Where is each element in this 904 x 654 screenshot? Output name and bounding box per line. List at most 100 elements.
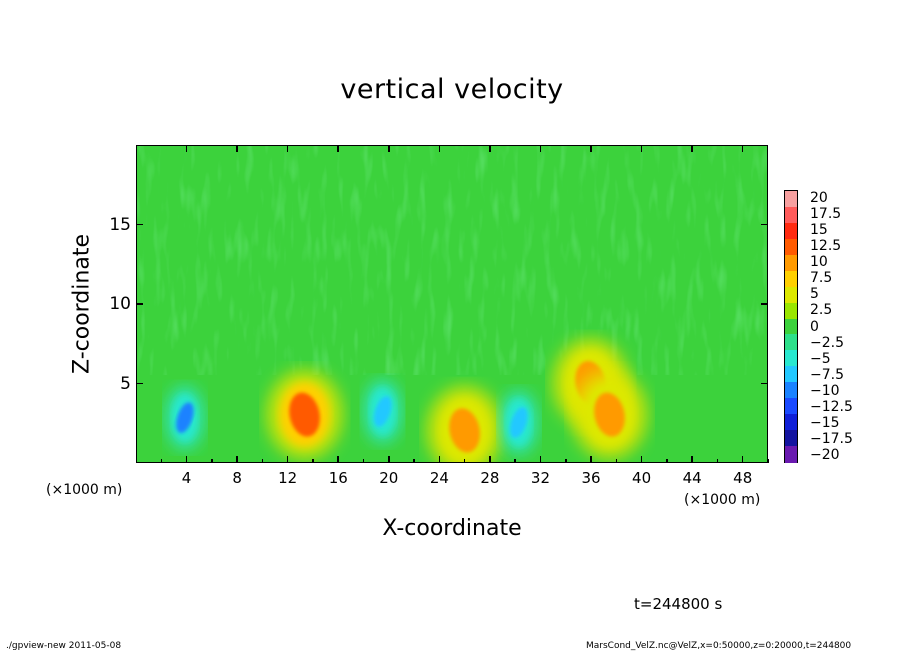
colorbar-label: −15 xyxy=(810,414,840,431)
colorbar-segment xyxy=(785,382,797,400)
footer-right: MarsCond_VelZ.nc@VelZ,x=0:50000,z=0:2000… xyxy=(586,641,852,651)
x-minor-tick xyxy=(312,459,314,463)
y-tick-mark xyxy=(136,382,143,385)
x-unit-label-right: (×1000 m) xyxy=(684,492,761,508)
x-minor-tick xyxy=(666,459,668,463)
x-tick-mark xyxy=(337,456,339,463)
x-tick-mark-top xyxy=(438,145,441,152)
x-tick-mark xyxy=(286,456,289,463)
colorbar-segment xyxy=(785,302,797,320)
colorbar-segment xyxy=(785,238,797,256)
x-tick-label: 48 xyxy=(733,469,753,487)
colorbar-label: 10 xyxy=(810,254,828,271)
colorbar-label: 5 xyxy=(810,286,819,303)
colorbar-label: −7.5 xyxy=(810,366,844,383)
x-tick-mark-top xyxy=(185,145,188,152)
x-tick-mark xyxy=(438,456,441,463)
colorbar-label: 0 xyxy=(810,318,819,335)
colorbar-label: −5 xyxy=(810,350,831,367)
x-minor-tick xyxy=(160,459,163,463)
x-tick-label: 32 xyxy=(530,469,551,487)
colorbar-segment xyxy=(785,366,797,384)
x-tick-label: 20 xyxy=(379,469,399,487)
chart-title: vertical velocity xyxy=(340,74,564,105)
x-tick-mark xyxy=(185,456,188,463)
downdraft-core xyxy=(374,396,392,427)
colorbar-segment xyxy=(785,222,797,240)
x-tick-label: 4 xyxy=(181,469,192,487)
y-tick-mark-right xyxy=(761,223,768,226)
colorbar-segment xyxy=(785,254,797,272)
x-tick-label: 28 xyxy=(480,469,500,487)
x-tick-label: 24 xyxy=(429,469,449,487)
x-tick-mark xyxy=(590,456,592,463)
x-minor-tick xyxy=(362,459,365,463)
downdraft-core xyxy=(510,407,528,438)
colorbar-label: 20 xyxy=(810,190,828,207)
colorbar-label: −10 xyxy=(810,382,840,399)
x-tick-label: 12 xyxy=(278,469,298,487)
colorbar-segment xyxy=(785,430,797,447)
x-tick-mark-top xyxy=(640,145,643,152)
x-tick-mark xyxy=(489,456,491,463)
colorbar-label: −17.5 xyxy=(810,430,853,447)
colorbar-segment xyxy=(785,334,797,352)
x-minor-tick xyxy=(413,459,415,463)
x-tick-label: 36 xyxy=(581,469,601,487)
x-tick-mark xyxy=(388,456,390,463)
y-tick-label: 10 xyxy=(109,294,131,314)
colorbar-segment xyxy=(785,350,797,368)
y-tick-label: 5 xyxy=(120,373,131,394)
x-tick-label: 40 xyxy=(632,469,652,487)
plot-area xyxy=(136,145,768,463)
x-minor-tick xyxy=(463,459,466,463)
colorbar-segment xyxy=(785,446,797,463)
x-tick-mark-top xyxy=(741,145,744,152)
x-minor-tick xyxy=(514,459,516,463)
colorbar-label: 7.5 xyxy=(810,270,833,287)
updraft-core xyxy=(594,392,625,437)
time-label: t=244800 s xyxy=(634,595,723,613)
y-axis-label: Z-coordinate xyxy=(69,234,95,374)
colorbar-label: 12.5 xyxy=(810,238,842,255)
x-unit-label-left: (×1000 m) xyxy=(46,482,123,498)
downdraft-core xyxy=(176,402,194,434)
x-tick-mark xyxy=(741,456,744,463)
colorbar-label: −12.5 xyxy=(810,398,853,415)
updraft-core xyxy=(449,408,480,453)
velocity-field xyxy=(137,146,767,462)
x-tick-mark-top xyxy=(489,145,491,152)
x-tick-mark-top xyxy=(236,145,238,152)
colorbar-label: 2.5 xyxy=(810,302,833,319)
colorbar-segment xyxy=(785,318,797,336)
updraft-core xyxy=(289,392,320,437)
colorbar-segment xyxy=(785,398,797,415)
colorbar-segment xyxy=(785,206,797,224)
colorbar-label: 17.5 xyxy=(810,206,842,223)
x-tick-mark-top xyxy=(388,145,390,152)
y-tick-mark xyxy=(136,223,143,226)
x-tick-label: 8 xyxy=(232,469,242,487)
x-tick-mark xyxy=(691,456,693,463)
colorbar-label: −20 xyxy=(810,446,840,463)
x-tick-mark xyxy=(539,456,542,463)
colorbar-label: 15 xyxy=(810,222,828,239)
x-tick-mark-top xyxy=(539,145,542,152)
x-tick-mark-top xyxy=(286,145,289,152)
x-tick-label: 44 xyxy=(682,469,702,487)
x-minor-tick xyxy=(565,459,567,463)
footer-left: ./gpview-new 2011-05-08 xyxy=(6,641,122,651)
x-tick-mark xyxy=(640,456,643,463)
x-axis-label: X-coordinate xyxy=(382,516,522,541)
colorbar-label: −2.5 xyxy=(810,334,844,351)
x-minor-tick xyxy=(767,459,769,463)
y-tick-label: 15 xyxy=(109,214,131,235)
x-tick-mark xyxy=(236,456,238,463)
y-tick-mark xyxy=(136,303,143,305)
colorbar-segment xyxy=(785,414,797,431)
colorbar xyxy=(784,190,798,463)
colorbar-segment xyxy=(785,270,797,288)
colorbar-segment xyxy=(785,286,797,304)
x-tick-mark-top xyxy=(590,145,592,152)
colorbar-segment xyxy=(785,191,797,208)
